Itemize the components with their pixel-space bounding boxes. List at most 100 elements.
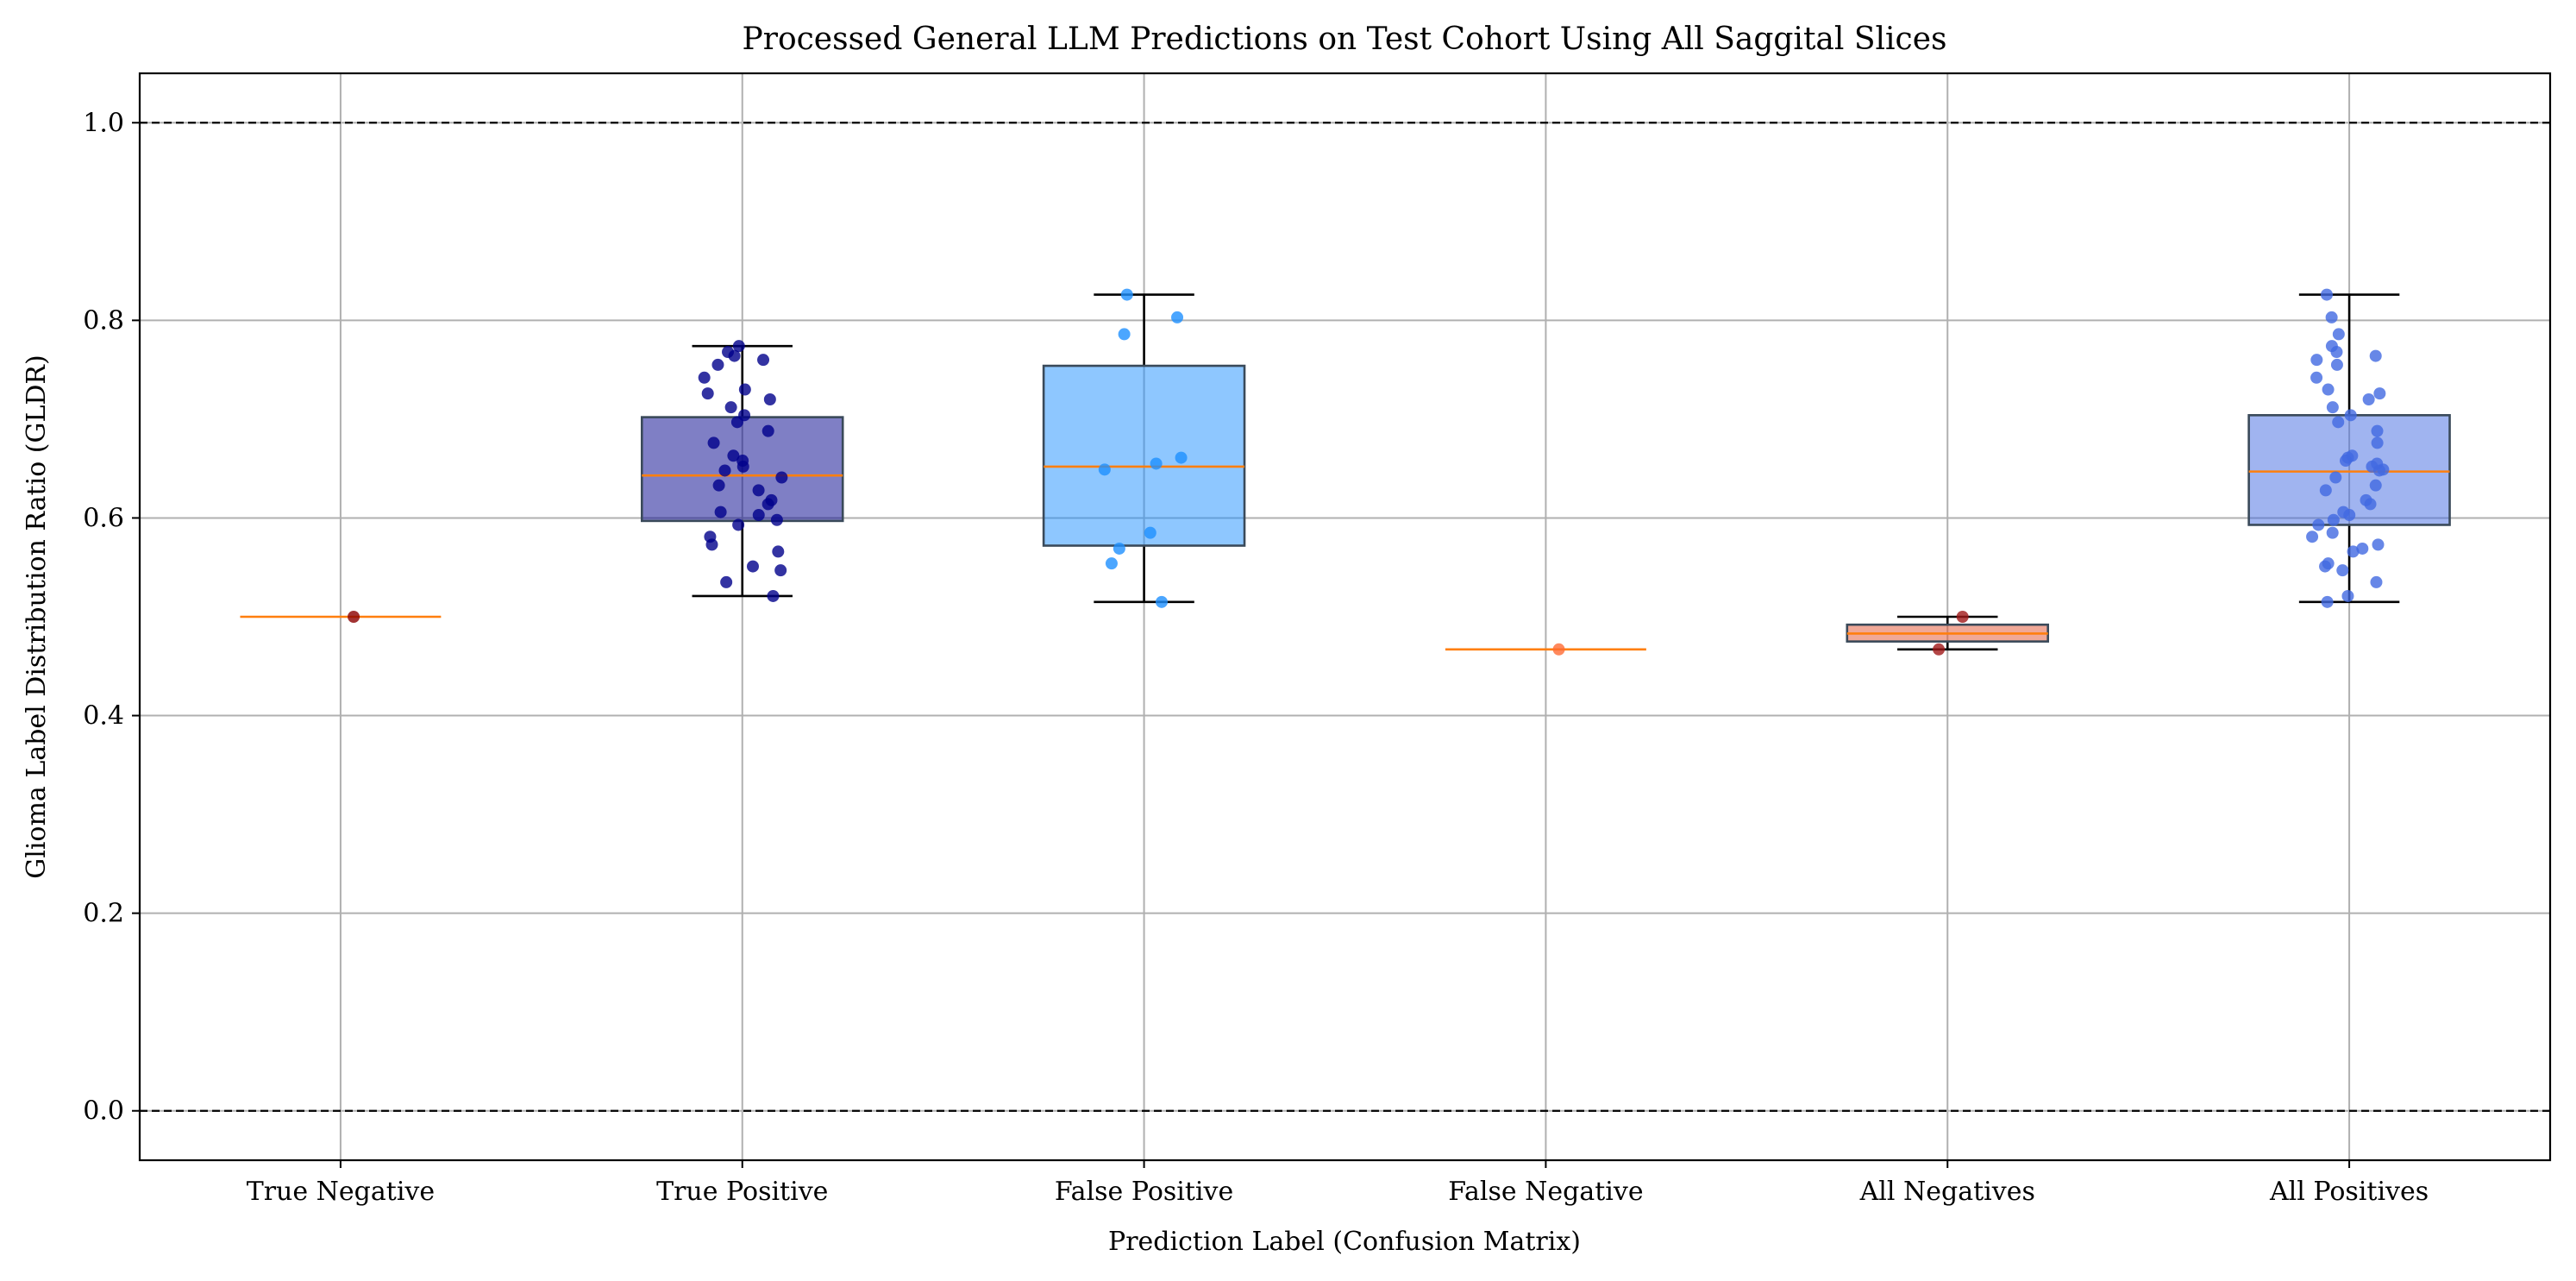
chart-title: Processed General LLM Predictions on Tes… bbox=[743, 22, 1947, 57]
true-positive-data-point bbox=[722, 346, 735, 359]
false-positive-data-point bbox=[1171, 311, 1184, 323]
y-tick-label: 0.0 bbox=[83, 1096, 124, 1127]
true-negative-data-point bbox=[348, 611, 360, 623]
all-positives-data-point bbox=[2325, 340, 2338, 353]
all-positives-data-point bbox=[2322, 557, 2335, 570]
all-positives-data-point bbox=[2347, 545, 2360, 558]
all-positives-data-point bbox=[2319, 484, 2332, 497]
y-tick-label: 1.0 bbox=[83, 108, 124, 138]
true-positive-data-point bbox=[757, 354, 770, 367]
all-positives-data-point bbox=[2306, 531, 2319, 543]
all-positives-data-point bbox=[2346, 449, 2359, 462]
false-positive-data-point bbox=[1150, 457, 1163, 470]
plot-area-frame bbox=[138, 72, 2552, 1162]
all-positives-data-point bbox=[2370, 575, 2383, 588]
true-positive-data-point bbox=[765, 493, 778, 506]
true-positive-data-point bbox=[732, 340, 745, 353]
reference-lines bbox=[140, 122, 2550, 1112]
all-negatives-data-point bbox=[1933, 643, 1946, 656]
axis-ticks: 0.0 0.2 0.4 0.6 0.8 1.0 True Negative True Posi… bbox=[83, 108, 2429, 1207]
x-tick-label: All Negatives bbox=[1859, 1177, 2035, 1207]
false-positive-data-point bbox=[1105, 557, 1118, 570]
false-positive-data-point bbox=[1113, 542, 1125, 555]
true-positive-data-point bbox=[762, 424, 774, 437]
all-positives-data-point bbox=[2360, 493, 2372, 506]
boxes bbox=[240, 293, 2451, 651]
y-axis-label: Glioma Label Distribution Ratio (GLDR) bbox=[22, 355, 52, 878]
false-positive-box bbox=[1042, 364, 1246, 547]
x-tick-label: True Positive bbox=[656, 1177, 828, 1207]
x-tick-label: False Positive bbox=[1055, 1177, 1233, 1207]
true-positive-data-point bbox=[718, 464, 731, 477]
true-positive-data-point bbox=[732, 518, 745, 531]
true-positive-data-point bbox=[711, 358, 724, 371]
true-positive-data-point bbox=[704, 531, 717, 543]
false-positive-data-point bbox=[1155, 595, 1168, 608]
all-positives-data-point bbox=[2373, 387, 2386, 400]
true-positive-data-point bbox=[698, 371, 711, 384]
false-positive-data-point bbox=[1120, 288, 1133, 301]
all-positives-data-point bbox=[2330, 358, 2343, 371]
false-positive-data-point bbox=[1098, 463, 1111, 476]
all-positives-data-point bbox=[2332, 328, 2345, 341]
all-positives-data-point bbox=[2356, 542, 2369, 555]
all-positives-data-point bbox=[2321, 595, 2334, 608]
true-positive-data-point bbox=[712, 479, 725, 492]
false-negative-data-point bbox=[1552, 643, 1565, 656]
true-positive-data-point bbox=[763, 393, 776, 405]
true-positive-data-point bbox=[736, 455, 749, 468]
all-positives-data-point bbox=[2327, 513, 2340, 526]
true-positive-data-point bbox=[767, 589, 780, 602]
all-positives-data-point bbox=[2332, 416, 2345, 429]
true-positive-data-point bbox=[727, 449, 740, 462]
y-tick-label: 0.2 bbox=[83, 899, 124, 929]
true-positive-data-point bbox=[724, 401, 737, 414]
x-tick-label: All Positives bbox=[2269, 1177, 2429, 1207]
all-positives-data-point bbox=[2362, 393, 2375, 405]
all-positives-data-point bbox=[2310, 371, 2323, 384]
true-positive-data-point bbox=[775, 471, 788, 484]
y-tick-label: 0.8 bbox=[83, 305, 124, 336]
true-positive-data-point bbox=[772, 545, 785, 558]
all-positives-data-point bbox=[2336, 564, 2349, 577]
y-tick-label: 0.4 bbox=[83, 701, 124, 732]
data-points bbox=[348, 288, 2390, 656]
all-positives-data-point bbox=[2329, 471, 2342, 484]
false-positive-data-point bbox=[1118, 328, 1131, 341]
all-negatives-data-point bbox=[1956, 611, 1969, 623]
true-positive-data-point bbox=[738, 409, 751, 422]
all-positives-data-point bbox=[2326, 526, 2339, 539]
all-positives-data-point bbox=[2312, 518, 2325, 531]
all-positives-data-point bbox=[2325, 311, 2338, 323]
all-positives-data-point bbox=[2337, 505, 2350, 518]
all-positives-data-point bbox=[2320, 288, 2333, 301]
true-positive-data-point bbox=[770, 513, 783, 526]
all-positives-data-point bbox=[2369, 479, 2382, 492]
all-positives-data-point bbox=[2326, 401, 2339, 414]
false-positive-data-point bbox=[1175, 451, 1188, 464]
true-positive-data-point bbox=[707, 436, 720, 449]
true-positive-data-point bbox=[738, 383, 751, 396]
all-positives-data-point bbox=[2341, 589, 2354, 602]
true-positive-data-point bbox=[752, 484, 765, 497]
all-positives-data-point bbox=[2371, 457, 2384, 470]
true-positive-data-point bbox=[774, 564, 787, 577]
all-positives-data-point bbox=[2344, 409, 2357, 422]
y-tick-label: 0.6 bbox=[83, 503, 124, 533]
x-tick-label: True Negative bbox=[247, 1177, 435, 1207]
all-positives-data-point bbox=[2372, 538, 2385, 551]
all-positives-data-point bbox=[2371, 436, 2384, 449]
all-positives-data-point bbox=[2310, 354, 2323, 367]
true-positive-data-point bbox=[714, 505, 727, 518]
all-positives-data-point bbox=[2369, 349, 2382, 362]
x-axis-label: Prediction Label (Confusion Matrix) bbox=[1108, 1227, 1581, 1257]
false-positive-data-point bbox=[1144, 526, 1156, 539]
grid-lines bbox=[140, 73, 2550, 1160]
true-positive-data-point bbox=[701, 387, 714, 400]
all-positives-box bbox=[2247, 414, 2451, 526]
all-positives-data-point bbox=[2322, 383, 2335, 396]
x-tick-label: False Negative bbox=[1448, 1177, 1643, 1207]
true-positive-data-point bbox=[752, 509, 765, 522]
all-positives-data-point bbox=[2371, 424, 2384, 437]
